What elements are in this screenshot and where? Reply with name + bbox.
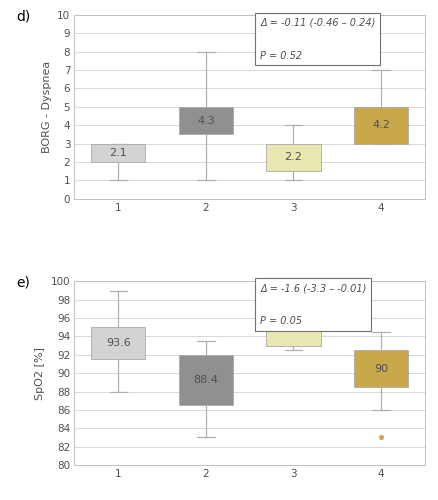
Y-axis label: BORG - Dyspnea: BORG - Dyspnea [42,60,52,153]
Bar [91,327,145,360]
Bar [179,355,233,406]
Text: Δ = -0.11 (-0.46 – 0.24)

P = 0.52: Δ = -0.11 (-0.46 – 0.24) P = 0.52 [260,18,375,60]
Bar [266,144,321,171]
Text: 4.3: 4.3 [197,116,215,126]
Text: 2.2: 2.2 [285,152,302,162]
Bar [91,144,145,162]
Text: 2.1: 2.1 [110,148,127,158]
Bar [354,107,408,144]
Text: d): d) [17,10,31,24]
Bar [354,350,408,387]
Text: 4.2: 4.2 [372,120,390,130]
Text: e): e) [17,276,31,290]
Bar [266,304,321,346]
Text: Δ = -1.6 (-3.3 – -0.01)

P = 0.05: Δ = -1.6 (-3.3 – -0.01) P = 0.05 [260,283,367,326]
Text: 88.4: 88.4 [193,375,219,385]
Text: 93.6: 93.6 [106,338,131,348]
Y-axis label: SpO2 [%]: SpO2 [%] [35,346,45,400]
Text: 90: 90 [374,364,388,374]
Text: 95.2: 95.2 [281,320,306,330]
Bar [179,107,233,134]
